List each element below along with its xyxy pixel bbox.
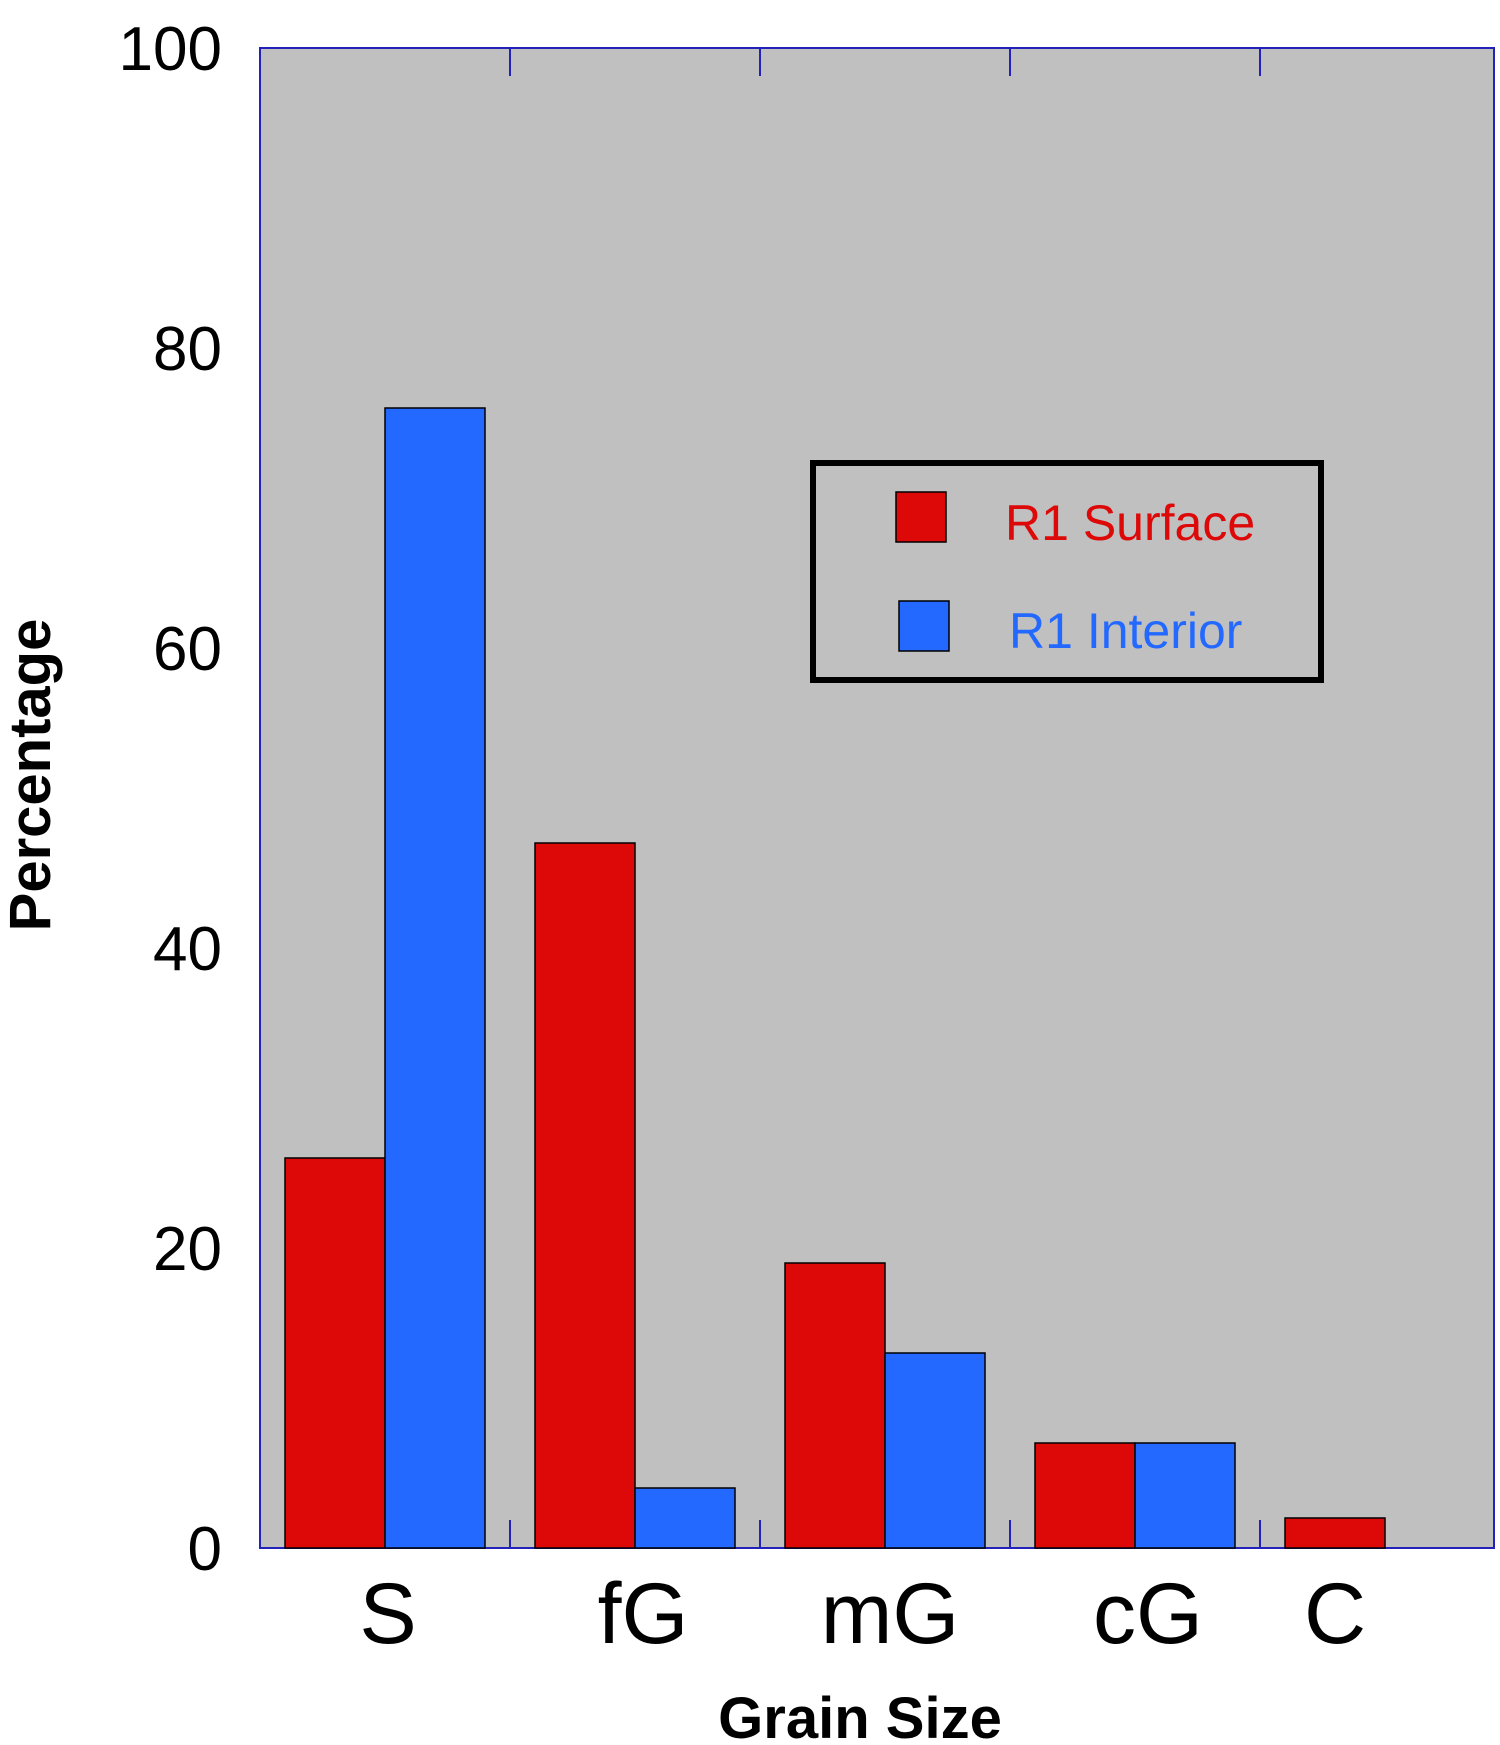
bottom-axis-ticks: [509, 1520, 1261, 1548]
legend-prefix-interior: R1: [1009, 603, 1073, 659]
legend-label-surface: R1 Surface: [1005, 495, 1255, 551]
y-tick-label: 20: [153, 1215, 222, 1284]
y-tick-labels: 0 20 40 60 80 100: [119, 15, 222, 1584]
legend-swatch-interior: [898, 600, 950, 652]
bar-interior-fG: [634, 1487, 736, 1549]
x-tick-label: S: [359, 1566, 416, 1662]
y-tick-label: 60: [153, 615, 222, 684]
bar-surface-S: [284, 1157, 386, 1549]
legend-text-surface: Surface: [1083, 495, 1255, 551]
x-tick-label: C: [1304, 1566, 1366, 1662]
legend-label-interior: R1 Interior: [1009, 603, 1242, 659]
y-tick-label: 100: [119, 15, 222, 84]
x-tick-label: fG: [598, 1566, 689, 1662]
legend-prefix-surface: R1: [1005, 495, 1069, 551]
bars-group: [284, 407, 1386, 1549]
legend-text-interior: Interior: [1087, 603, 1243, 659]
y-tick-label: 0: [188, 1515, 222, 1584]
y-tick-label: 40: [153, 915, 222, 984]
y-tick-label: 80: [153, 315, 222, 384]
legend: R1 Surface R1 Interior: [810, 460, 1324, 683]
x-tick-label: mG: [821, 1566, 960, 1662]
bar-surface-cG: [1034, 1442, 1136, 1549]
legend-swatch-surface: [895, 491, 947, 543]
bar-surface-C: [1284, 1517, 1386, 1549]
x-axis-title: Grain Size: [718, 1686, 1002, 1745]
bar-interior-cG: [1134, 1442, 1236, 1549]
bar-surface-fG: [534, 842, 636, 1549]
bar-interior-S: [384, 407, 486, 1549]
y-axis-title: Percentage: [0, 619, 63, 932]
bar-interior-mG: [884, 1352, 986, 1549]
x-tick-label: cG: [1093, 1566, 1203, 1662]
top-axis-ticks: [509, 48, 1261, 76]
bar-surface-mG: [784, 1262, 886, 1549]
